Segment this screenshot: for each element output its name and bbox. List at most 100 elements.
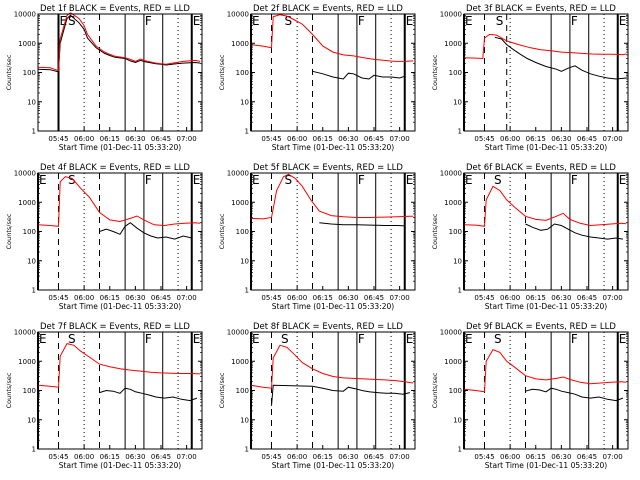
y-tick-label: 1 (245, 287, 249, 295)
x-tick-label: 07:00 (603, 453, 623, 461)
x-tick-label: 06:15 (313, 453, 333, 461)
lld-series-line (37, 12, 201, 72)
events-series-line (494, 36, 627, 80)
x-tick-label: 06:15 (313, 135, 333, 143)
plot-frame (463, 331, 629, 450)
x-tick-label: 07:00 (390, 294, 410, 302)
event-letter-f: F (358, 332, 365, 346)
y-axis-label: Counts/sec (218, 372, 226, 408)
x-tick-label: 06:00 (500, 453, 520, 461)
event-letter-e: E (252, 332, 260, 346)
event-letter-e: E (465, 14, 473, 28)
events-series-line (525, 387, 624, 402)
lld-series-line (250, 344, 414, 389)
y-tick-label: 10 (453, 416, 462, 424)
y-tick-label: 1000 (18, 358, 36, 366)
y-tick-label: 100 (23, 387, 36, 395)
plot-frame (463, 13, 629, 132)
panel-title: Det 9f BLACK = Events, RED = LLD (466, 322, 616, 332)
y-tick-label: 1000 (444, 199, 462, 207)
x-tick-label: 06:00 (500, 294, 520, 302)
lld-series-line (463, 348, 627, 393)
y-tick-label: 10 (27, 257, 36, 265)
y-axis-label: Counts/sec (5, 213, 13, 249)
event-letter-f: F (358, 173, 365, 187)
y-tick-label: 10000 (227, 329, 249, 337)
event-letter-e: E (406, 332, 414, 346)
x-tick-label: 07:00 (390, 453, 410, 461)
y-tick-label: 10 (27, 416, 36, 424)
x-tick-label: 06:30 (125, 294, 145, 302)
event-letter-e: E (193, 173, 201, 187)
y-tick-label: 100 (449, 228, 462, 236)
panel-title: Det 8f BLACK = Events, RED = LLD (253, 322, 403, 332)
x-tick-label: 06:30 (551, 294, 571, 302)
lld-series-line (250, 14, 414, 62)
x-tick-label: 06:15 (100, 135, 120, 143)
x-axis-label: Start Time (01-Dec-11 05:33:20) (485, 143, 607, 152)
x-tick-label: 06:45 (577, 453, 597, 461)
x-tick-label: 06:30 (551, 135, 571, 143)
event-letter-s: S (494, 332, 502, 346)
x-tick-label: 06:15 (313, 294, 333, 302)
y-axis-label: Counts/sec (218, 54, 226, 90)
y-axis-label: Counts/sec (5, 54, 13, 90)
event-letter-e: E (406, 14, 414, 28)
x-tick-label: 05:45 (48, 453, 68, 461)
event-letter-f: F (358, 14, 365, 28)
x-tick-label: 05:45 (474, 453, 494, 461)
y-tick-label: 10 (240, 257, 249, 265)
x-tick-label: 06:45 (151, 453, 171, 461)
events-series-line (271, 384, 411, 406)
event-letter-s: S (496, 14, 504, 28)
plot-frame (250, 13, 416, 132)
x-tick-label: 07:00 (390, 135, 410, 143)
y-tick-label: 100 (236, 69, 249, 77)
y-tick-label: 1000 (444, 358, 462, 366)
y-tick-label: 1000 (231, 358, 249, 366)
x-tick-label: 06:45 (151, 294, 171, 302)
event-letter-f: F (571, 14, 578, 28)
events-series-line (37, 14, 201, 73)
x-tick-label: 05:45 (48, 294, 68, 302)
event-letter-e: E (619, 173, 627, 187)
x-axis-label: Start Time (01-Dec-11 05:33:20) (272, 461, 394, 470)
y-tick-label: 100 (449, 69, 462, 77)
lld-series-line (250, 173, 414, 220)
x-tick-label: 06:45 (364, 135, 384, 143)
panel-title: Det 4f BLACK = Events, RED = LLD (40, 163, 190, 173)
x-tick-label: 06:00 (74, 135, 94, 143)
event-letter-e: E (60, 14, 68, 28)
x-tick-label: 06:45 (151, 135, 171, 143)
y-tick-label: 1000 (231, 199, 249, 207)
y-tick-label: 100 (23, 228, 36, 236)
y-tick-label: 1 (458, 287, 462, 295)
event-letter-e: E (465, 332, 473, 346)
x-tick-label: 06:30 (125, 453, 145, 461)
event-letter-s: S (284, 173, 292, 187)
x-tick-label: 06:15 (100, 294, 120, 302)
y-tick-label: 1 (458, 446, 462, 454)
x-axis-label: Start Time (01-Dec-11 05:33:20) (59, 302, 181, 311)
y-tick-label: 10000 (440, 170, 462, 178)
y-tick-label: 100 (23, 69, 36, 77)
x-axis-label: Start Time (01-Dec-11 05:33:20) (272, 143, 394, 152)
lld-series-line (463, 33, 627, 60)
y-tick-label: 1 (458, 128, 462, 136)
x-tick-label: 06:15 (100, 453, 120, 461)
y-tick-label: 10000 (14, 11, 36, 19)
y-tick-label: 100 (236, 387, 249, 395)
x-tick-label: 06:30 (338, 135, 358, 143)
y-tick-label: 10 (453, 98, 462, 106)
x-tick-label: 05:45 (261, 294, 281, 302)
plot-frame (37, 172, 203, 291)
y-tick-label: 100 (449, 387, 462, 395)
x-tick-label: 06:00 (74, 453, 94, 461)
event-letter-s: S (281, 332, 289, 346)
